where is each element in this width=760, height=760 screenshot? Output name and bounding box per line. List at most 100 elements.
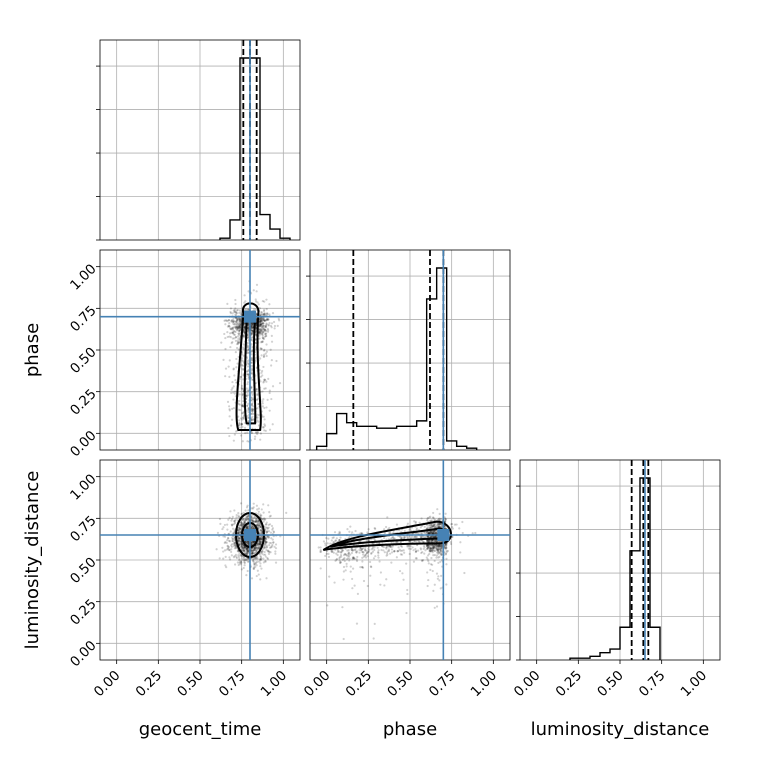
scatter-point xyxy=(430,540,433,543)
scatter-point xyxy=(233,309,236,312)
scatter-point xyxy=(430,556,433,560)
scatter-point xyxy=(245,574,248,577)
scatter-point xyxy=(360,548,364,551)
scatter-point xyxy=(338,539,341,542)
scatter-point xyxy=(254,546,257,550)
scatter-point xyxy=(237,515,240,519)
scatter-point xyxy=(251,551,254,554)
scatter-point xyxy=(435,556,438,559)
scatter-point xyxy=(258,532,261,535)
scatter-point xyxy=(382,549,385,552)
scatter-point xyxy=(247,560,250,563)
truth-marker xyxy=(244,310,256,323)
scatter-point xyxy=(440,525,443,528)
scatter-point xyxy=(250,409,253,412)
scatter-point xyxy=(267,552,271,555)
scatter-point xyxy=(261,402,264,405)
scatter-point xyxy=(216,531,220,534)
scatter-point xyxy=(341,549,344,552)
scatter-point xyxy=(237,326,240,329)
scatter-point xyxy=(428,549,432,552)
scatter-point xyxy=(230,519,233,522)
scatter-point xyxy=(232,556,236,559)
scatter-point xyxy=(354,549,357,552)
scatter-point xyxy=(234,320,237,323)
scatter-point xyxy=(238,528,241,531)
scatter-point xyxy=(351,577,354,581)
scatter-point xyxy=(258,334,261,337)
scatter-point xyxy=(263,378,266,381)
scatter-point xyxy=(264,555,267,558)
scatter-point xyxy=(243,521,247,524)
scatter-point xyxy=(367,551,370,554)
scatter-point xyxy=(344,569,347,572)
scatter-point xyxy=(262,327,265,330)
scatter-point xyxy=(232,543,236,546)
scatter-point xyxy=(399,549,402,552)
scatter-point xyxy=(258,560,261,563)
scatter-point xyxy=(274,543,278,546)
scatter-point xyxy=(257,546,261,549)
scatter-point xyxy=(444,547,447,550)
scatter-point xyxy=(228,325,231,328)
scatter-point xyxy=(251,525,255,528)
scatter-point xyxy=(406,536,410,539)
scatter-points xyxy=(317,508,477,669)
scatter-point xyxy=(238,528,241,532)
scatter-point xyxy=(389,545,392,548)
scatter-point xyxy=(429,547,432,550)
scatter-point xyxy=(265,530,269,533)
scatter-point xyxy=(435,572,439,575)
scatter-point xyxy=(241,404,244,407)
scatter-point xyxy=(256,431,259,434)
scatter-point xyxy=(270,334,273,337)
scatter-point xyxy=(262,313,266,316)
scatter-point xyxy=(233,310,237,313)
scatter-point xyxy=(392,537,395,540)
scatter-point xyxy=(250,390,254,393)
scatter-point xyxy=(246,549,250,552)
scatter-point xyxy=(445,557,448,561)
scatter-point xyxy=(229,530,232,533)
scatter-point xyxy=(343,552,346,556)
scatter-point xyxy=(238,527,241,530)
scatter-point xyxy=(259,565,262,568)
scatter-point xyxy=(262,327,266,331)
scatter-point xyxy=(250,336,253,339)
scatter-point xyxy=(236,318,239,322)
scatter-point xyxy=(429,550,432,553)
scatter-point xyxy=(425,539,429,543)
scatter-point xyxy=(426,571,429,574)
scatter-point xyxy=(364,556,368,559)
scatter-point xyxy=(220,341,223,344)
scatter-point xyxy=(250,329,253,332)
scatter-point xyxy=(419,535,422,538)
scatter-point xyxy=(361,553,365,556)
scatter-point xyxy=(261,426,265,429)
scatter-point xyxy=(390,548,394,551)
scatter-point xyxy=(227,324,230,327)
scatter-point xyxy=(259,528,262,532)
scatter-point xyxy=(445,563,448,566)
scatter-point xyxy=(265,334,268,338)
scatter-point xyxy=(250,407,254,410)
scatter-point xyxy=(269,514,272,517)
scatter-point xyxy=(246,569,249,573)
scatter-point xyxy=(235,311,238,315)
scatter-point xyxy=(255,549,258,552)
scatter-point xyxy=(268,391,271,395)
scatter-point xyxy=(252,567,256,570)
scatter-point xyxy=(251,366,254,370)
scatter-point xyxy=(251,552,254,555)
scatter-point xyxy=(435,554,439,557)
scatter-point xyxy=(429,523,433,526)
scatter-point xyxy=(432,531,435,534)
scatter-point xyxy=(235,319,239,322)
scatter-point xyxy=(260,536,263,540)
scatter-point xyxy=(414,520,417,523)
scatter-point xyxy=(426,667,428,669)
scatter-point xyxy=(246,550,249,553)
scatter-point xyxy=(406,535,409,538)
scatter-point xyxy=(264,324,268,327)
scatter-point xyxy=(252,502,255,505)
